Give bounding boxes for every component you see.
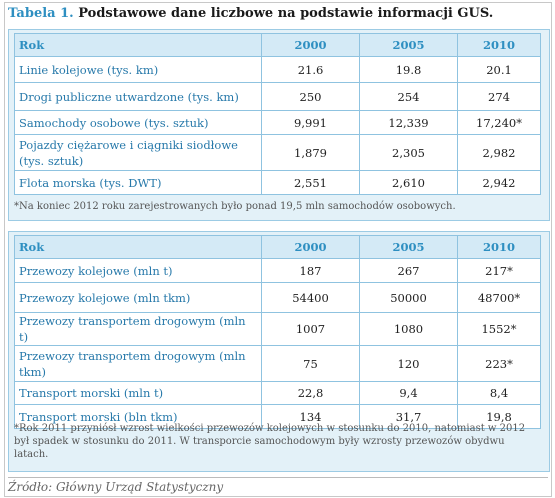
table-row: Samochody osobowe (tys. sztuk) 9,991 12,… <box>14 110 541 135</box>
table-row: Flota morska (tys. DWT) 2,551 2,610 2,94… <box>14 170 541 195</box>
table-row: Przewozy transportem drogowym (mln t) 10… <box>14 312 541 346</box>
table-row: Transport morski (bln tkm) 134 31,7 19,8 <box>14 404 541 429</box>
table2-header-2005: 2005 <box>359 235 458 259</box>
cell-2010: 274 <box>457 82 541 111</box>
table-row: Drogi publiczne utwardzone (tys. km) 250… <box>14 82 541 111</box>
cell-2000: 134 <box>261 404 360 429</box>
table1-panel: Rok 2000 2005 2010 Linie kolejowe (tys. … <box>8 29 550 221</box>
cell-2005: 12,339 <box>359 110 458 135</box>
cell-2010: 223* <box>457 345 541 382</box>
row-label: Samochody osobowe (tys. sztuk) <box>14 110 262 135</box>
cell-2010: 17,240* <box>457 110 541 135</box>
row-label: Przewozy transportem drogowym (mln t) <box>14 312 262 346</box>
cell-2010: 2,942 <box>457 170 541 195</box>
table-row: Pojazdy ciężarowe i ciągniki siodłowe (t… <box>14 134 541 171</box>
cell-2005: 254 <box>359 82 458 111</box>
table2: Rok 2000 2005 2010 Przewozy kolejowe (ml… <box>14 235 541 429</box>
cell-2000: 75 <box>261 345 360 382</box>
table2-header-2010: 2010 <box>457 235 541 259</box>
row-label: Przewozy kolejowe (mln t) <box>14 258 262 283</box>
row-label: Linie kolejowe (tys. km) <box>14 56 262 83</box>
table2-panel: Rok 2000 2005 2010 Przewozy kolejowe (ml… <box>8 231 550 472</box>
cell-2000: 22,8 <box>261 381 360 405</box>
cell-2010: 19,8 <box>457 404 541 429</box>
cell-2000: 21.6 <box>261 56 360 83</box>
cell-2010: 1552* <box>457 312 541 346</box>
cell-2010: 8,4 <box>457 381 541 405</box>
cell-2005: 19.8 <box>359 56 458 83</box>
cell-2005: 267 <box>359 258 458 283</box>
cell-2000: 187 <box>261 258 360 283</box>
table-row: Przewozy kolejowe (mln tkm) 54400 50000 … <box>14 282 541 313</box>
row-label: Transport morski (mln t) <box>14 381 262 405</box>
cell-2005: 2,610 <box>359 170 458 195</box>
row-label: Pojazdy ciężarowe i ciągniki siodłowe (t… <box>14 134 262 171</box>
row-label: Transport morski (bln tkm) <box>14 404 262 429</box>
source-caption: Źródło: Główny Urząd Statystyczny <box>8 477 548 494</box>
row-label: Drogi publiczne utwardzone (tys. km) <box>14 82 262 111</box>
table-title: Tabela 1. Podstawowe dane liczbowe na po… <box>8 6 493 21</box>
table-row: Linie kolejowe (tys. km) 21.6 19.8 20.1 <box>14 56 541 83</box>
row-label: Flota morska (tys. DWT) <box>14 170 262 195</box>
table-row: Przewozy transportem drogowym (mln tkm) … <box>14 345 541 382</box>
cell-2010: 48700* <box>457 282 541 313</box>
cell-2000: 1007 <box>261 312 360 346</box>
cell-2005: 1080 <box>359 312 458 346</box>
cell-2000: 9,991 <box>261 110 360 135</box>
cell-2000: 250 <box>261 82 360 111</box>
table1-header-2005: 2005 <box>359 33 458 57</box>
row-label: Przewozy transportem drogowym (mln tkm) <box>14 345 262 382</box>
cell-2005: 2,305 <box>359 134 458 171</box>
table1-footnote: *Na koniec 2012 roku zarejestrowanych by… <box>14 201 456 212</box>
cell-2005: 9,4 <box>359 381 458 405</box>
table2-header-rok: Rok <box>14 235 262 259</box>
table-row: Przewozy kolejowe (mln t) 187 267 217* <box>14 258 541 283</box>
cell-2000: 1,879 <box>261 134 360 171</box>
table1-header-row: Rok 2000 2005 2010 <box>14 33 541 57</box>
table2-footnote: *Rok 2011 przyniósł wzrost wielkości prz… <box>14 423 526 460</box>
cell-2000: 2,551 <box>261 170 360 195</box>
table1-header-2000: 2000 <box>261 33 360 57</box>
table-title-text: Podstawowe dane liczbowe na podstawie in… <box>78 6 494 21</box>
table2-header-2000: 2000 <box>261 235 360 259</box>
table2-header-row: Rok 2000 2005 2010 <box>14 235 541 259</box>
cell-2010: 217* <box>457 258 541 283</box>
cell-2010: 2,982 <box>457 134 541 171</box>
row-label: Przewozy kolejowe (mln tkm) <box>14 282 262 313</box>
cell-2005: 50000 <box>359 282 458 313</box>
cell-2005: 120 <box>359 345 458 382</box>
table1-header-rok: Rok <box>14 33 262 57</box>
table-row: Transport morski (mln t) 22,8 9,4 8,4 <box>14 381 541 405</box>
table1-header-2010: 2010 <box>457 33 541 57</box>
table1: Rok 2000 2005 2010 Linie kolejowe (tys. … <box>14 33 541 195</box>
cell-2000: 54400 <box>261 282 360 313</box>
cell-2010: 20.1 <box>457 56 541 83</box>
table-number: Tabela 1. <box>8 6 74 21</box>
